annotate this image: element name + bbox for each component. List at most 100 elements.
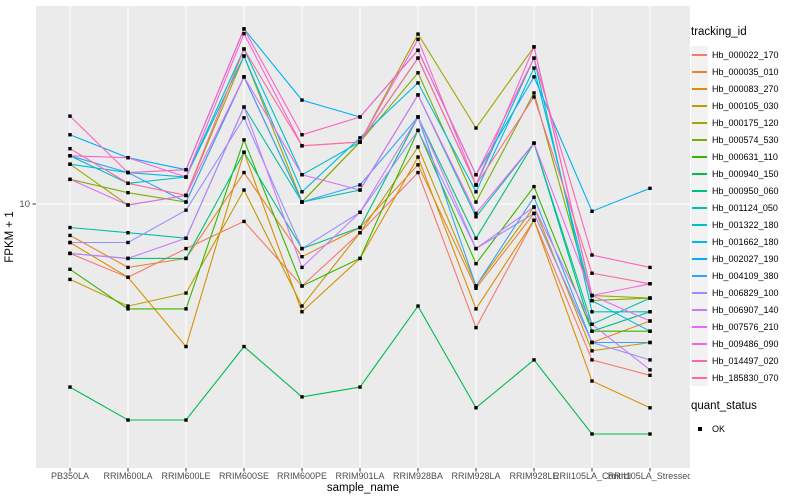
data-point-marker [590,310,594,314]
data-point-marker [242,47,246,51]
data-point-marker [590,349,594,353]
data-point-marker [300,173,304,177]
data-point-marker [474,200,478,204]
data-point-marker [126,203,130,207]
data-point-marker [68,267,72,272]
legend-key-line-icon [692,223,707,226]
data-point-marker [590,253,594,257]
data-point-marker [648,340,652,345]
data-point-marker [242,32,246,36]
legend-key-line-icon [692,359,707,362]
data-point-marker [474,307,478,311]
legend-item-label: Hb_007576_210 [712,321,779,332]
legend-key-box [691,284,708,301]
legend-item-label: Hb_000940_150 [712,168,779,179]
legend-item-label: Hb_001124_050 [712,202,778,213]
legend-item-Hb_001662_180: Hb_001662_180 [691,233,799,250]
data-point-marker [416,56,420,60]
data-point-marker [532,211,536,216]
legend-key-box [691,335,708,352]
legend-item-label: Hb_009486_090 [712,338,779,349]
legend-item-label: Hb_000022_170 [712,49,779,60]
data-point-marker [242,219,246,224]
data-point-marker [300,304,304,308]
data-point-marker [126,256,130,261]
data-point-marker [126,181,130,186]
data-point-marker [242,138,246,142]
data-point-marker [590,358,594,362]
data-point-marker [590,209,594,213]
data-point-marker [474,325,478,330]
data-point-marker [648,358,652,362]
legend-item-Hb_000631_110: Hb_000631_110 [691,148,799,165]
data-point-marker [648,319,652,323]
data-point-marker [590,432,594,436]
data-point-marker [474,211,478,216]
legend-key-box [691,233,708,250]
data-point-marker [590,379,594,383]
legend-item-Hb_014497_020: Hb_014497_020 [691,352,799,369]
legend-key-box [691,114,708,131]
data-point-marker [300,200,304,204]
legend-key-box [691,131,708,148]
data-point-marker [184,307,188,311]
data-point-marker [416,115,420,119]
legend-item-Hb_185830_070: Hb_185830_070 [691,369,799,386]
data-point-marker [184,208,188,212]
data-point-marker [474,190,478,194]
legend-item-label: OK [712,423,726,434]
legend-key-box [691,148,708,165]
data-point-marker [358,256,362,261]
data-point-marker [300,190,304,194]
data-point-marker [68,225,72,230]
data-point-marker [242,27,246,31]
data-point-marker [126,231,130,235]
data-point-marker [648,282,652,286]
plot-area: PB350LA RRIM600LA RRIM600LE RRIM600SE RRIM60… [4,6,692,494]
legend-key-line-icon [692,189,707,192]
data-point-marker [474,286,478,291]
data-point-marker [416,48,420,52]
legend-key-box [691,165,708,182]
legend-items-tracking-id: Hb_000022_170 Hb_000035_010 Hb_000083_270 H… [691,46,799,386]
legend-item-Hb_000035_010: Hb_000035_010 [691,63,799,80]
legend-item-Hb_004109_380: Hb_004109_380 [691,267,799,284]
legend-key-box [691,97,708,114]
data-point-marker [300,144,304,148]
data-point-marker [474,406,478,410]
data-point-marker [532,358,536,362]
legend-item-Hb_002027_190: Hb_002027_190 [691,250,799,267]
legend-key-line-icon [692,172,707,175]
data-point-marker [532,218,536,222]
data-point-marker [184,236,188,240]
legend-item-label: Hb_006907_140 [712,304,779,315]
plot-panel [36,6,690,468]
data-point-marker [300,246,304,251]
legend-key-box [691,182,708,199]
data-point-marker [300,310,304,314]
data-point-marker [242,116,246,120]
legend-item-label: Hb_000083_270 [712,83,779,94]
data-point-marker [416,81,420,85]
data-point-marker [184,175,188,179]
legend-key-line-icon [692,138,707,141]
data-point-marker [126,155,130,160]
y-tick-label: 10 [19,199,30,210]
data-point-marker [126,304,130,308]
data-point-marker [300,98,304,102]
data-point-marker [242,188,246,192]
legend-item-label: Hb_000035_010 [712,66,779,77]
legend-key-box [691,352,708,369]
legend-key-line-icon [692,342,707,345]
data-point-marker [358,231,362,235]
data-point-marker [184,291,188,295]
legend-key-line-icon [692,308,707,311]
data-point-marker [590,271,594,275]
legend-key-line-icon [692,325,707,328]
data-point-marker [68,177,72,182]
data-point-marker [648,373,652,377]
legend-key-box [691,80,708,97]
legend-key-line-icon [692,291,707,294]
data-point-marker [416,71,420,75]
data-point-marker [474,236,478,240]
